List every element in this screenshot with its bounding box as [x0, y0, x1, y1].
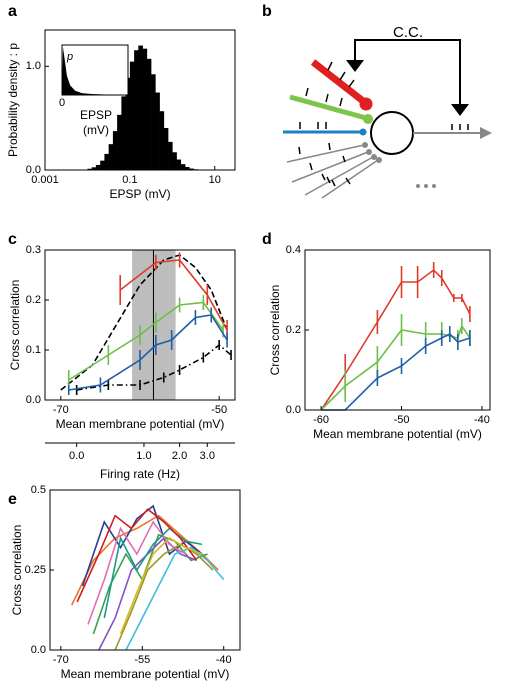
x-tick-label: -40 [474, 414, 490, 426]
x-axis-label: Mean membrane potential (mV) [313, 427, 482, 441]
bar [96, 165, 101, 170]
bar [147, 59, 152, 170]
y-axis-label: Probability density : p [6, 43, 20, 157]
x-tick-label: -55 [134, 654, 150, 666]
x-tick-label: -70 [53, 654, 69, 666]
x2-tick-label: 0.0 [69, 450, 84, 462]
synapse [363, 114, 373, 124]
panel-letter: d [262, 231, 272, 248]
panel-letter: e [8, 491, 17, 508]
y-tick-label: 0.25 [25, 564, 46, 576]
x2-axis-label: Firing rate (Hz) [100, 467, 180, 481]
x-axis-label: EPSP (mV) [109, 187, 170, 201]
y-tick-label: 0.0 [26, 394, 41, 406]
x-tick-label: 0.1 [122, 174, 137, 186]
y-tick-label: 0.0 [286, 404, 301, 416]
connector [355, 40, 460, 106]
synapse [360, 129, 367, 136]
soma [371, 112, 413, 154]
input-green [290, 97, 366, 118]
x2-tick-label: 3.0 [200, 450, 215, 462]
bar [164, 128, 169, 170]
y-tick-label: 0.5 [31, 484, 46, 496]
y-tick-label: 0.4 [286, 244, 301, 256]
bar [138, 46, 143, 170]
series-line [77, 509, 196, 602]
bar [160, 111, 165, 170]
bar [181, 164, 186, 170]
bar [130, 62, 135, 170]
panel-letter: b [262, 3, 272, 20]
y-tick-label: 1.0 [26, 60, 41, 72]
inset-x-label: EPSP [80, 108, 112, 122]
series-line [321, 270, 470, 410]
y-tick-label: 0.0 [31, 644, 46, 656]
y-tick-label: 0.1 [26, 344, 41, 356]
inset-x-unit: (mV) [83, 123, 109, 137]
gray-inputs [287, 145, 378, 198]
y-axis-label: Cross correlation [8, 280, 22, 371]
x-tick-label: -40 [216, 654, 232, 666]
bar [134, 50, 138, 170]
panel-letter: a [8, 3, 17, 20]
x-axis-label: Mean membrane potential (mV) [61, 667, 230, 681]
series-line [321, 334, 470, 410]
y-axis-label: Cross correlation [10, 525, 24, 616]
x-axis-label: Mean membrane potential (mV) [56, 417, 225, 431]
bar [109, 144, 114, 170]
arrowhead [480, 127, 492, 139]
x2-tick-label: 2.0 [172, 450, 187, 462]
x2-tick-label: 1.0 [136, 450, 151, 462]
arrowhead [451, 104, 469, 116]
y-tick-label: 0.2 [286, 324, 301, 336]
synapse [360, 98, 373, 111]
series-line [321, 326, 470, 410]
inset-y-label: p [66, 51, 73, 63]
bar [100, 161, 104, 170]
bar [168, 142, 173, 170]
y-tick-label: 0.2 [26, 294, 41, 306]
panel-letter: c [8, 231, 17, 248]
x-tick-label: -60 [313, 414, 329, 426]
bar [113, 131, 118, 170]
bar [172, 152, 177, 170]
bar [177, 160, 181, 170]
bar [151, 74, 156, 170]
cc-label: C.C. [393, 24, 423, 41]
x-tick-label: 0.001 [31, 174, 59, 186]
series-line [99, 538, 197, 650]
y-axis-label: Cross correlation [268, 285, 282, 376]
x-tick-label: -50 [211, 404, 227, 416]
inset-tick-label: 0 [59, 97, 65, 109]
x-tick-label: 10 [209, 174, 221, 186]
bar [143, 49, 147, 170]
arrowhead [346, 60, 364, 72]
bar [117, 115, 122, 170]
diagram: b C.C. [262, 3, 492, 198]
y-tick-label: 0.3 [26, 244, 41, 256]
bar [104, 154, 109, 170]
x-tick-label: -70 [53, 404, 69, 416]
inset-tick-label: 20 [122, 97, 134, 109]
bar [155, 93, 160, 170]
x-tick-label: -50 [394, 414, 410, 426]
